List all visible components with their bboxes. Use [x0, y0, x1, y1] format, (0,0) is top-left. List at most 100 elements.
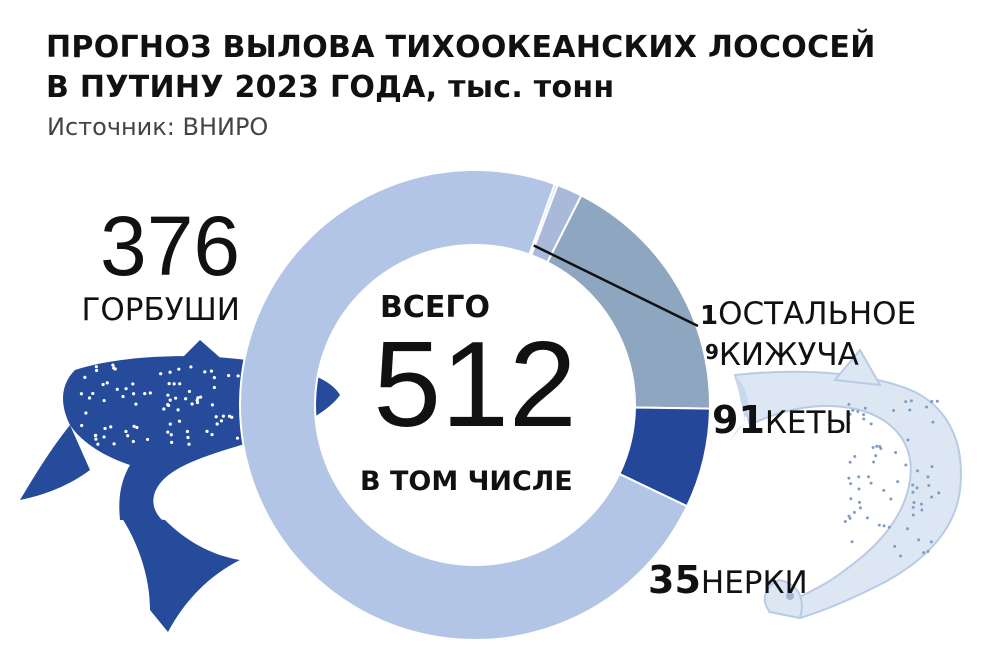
fish-spot: [172, 382, 176, 386]
fish-spot: [878, 444, 882, 448]
fish-spot: [915, 486, 919, 490]
fish-spot: [124, 429, 128, 434]
fish-spot: [168, 370, 172, 374]
fish-spot: [853, 454, 857, 458]
fish-spot: [930, 495, 934, 499]
fish-spot: [887, 525, 891, 529]
fish-spot: [221, 414, 225, 418]
fish-spot: [917, 538, 921, 542]
fish-spot: [134, 402, 138, 406]
fish-spot: [189, 365, 193, 369]
fish-spot: [847, 514, 851, 518]
fish-spot: [911, 513, 915, 517]
fish-spot: [227, 414, 232, 418]
fish-spot: [111, 363, 115, 367]
fish-spot: [937, 491, 941, 495]
fish-spot: [930, 400, 934, 404]
fish-spot: [912, 500, 916, 504]
fish-spot: [203, 370, 207, 374]
fish-spot: [79, 392, 84, 396]
fish-spot: [212, 385, 216, 390]
fish-spot: [84, 411, 88, 415]
fish-spot: [210, 403, 215, 407]
fish-spot: [168, 422, 172, 426]
fish-spot: [162, 407, 166, 411]
fish-spot: [126, 434, 130, 438]
fish-spot: [212, 376, 216, 380]
slice-gorbusha: [239, 169, 689, 641]
fish-spot: [169, 433, 173, 437]
fish-spot: [904, 400, 908, 404]
fish-spot: [894, 450, 898, 454]
fish-spot: [176, 408, 180, 412]
fish-spot: [102, 435, 106, 439]
fish-spot: [869, 422, 873, 426]
fish-spot: [925, 405, 929, 409]
fish-spot: [862, 417, 866, 421]
nerka-value: 35: [648, 558, 701, 602]
fish-spot: [849, 497, 853, 501]
fish-spot: [882, 488, 886, 492]
fish-spot: [889, 497, 893, 501]
fish-spot: [168, 398, 172, 402]
gorbusha-value: 376: [100, 199, 241, 293]
fish-spot: [856, 409, 860, 413]
fish-spot: [893, 544, 897, 548]
fish-spot: [205, 429, 209, 433]
fish-spot: [909, 399, 913, 403]
fish-spot: [166, 393, 170, 397]
fish-spot: [112, 442, 116, 446]
fish-spot: [121, 394, 125, 399]
fish-spot: [865, 516, 869, 520]
fish-spot: [167, 382, 171, 386]
fish-spot: [227, 373, 231, 378]
fish-spot: [872, 460, 876, 464]
kizhuch-name: КИЖУЧА: [718, 337, 859, 373]
fish-spot: [103, 426, 107, 431]
fish-spot: [848, 516, 852, 520]
breakdown-caption: В ТОМ ЧИСЛЕ: [360, 466, 573, 497]
fish-spot: [135, 425, 139, 430]
fish-spot: [132, 424, 136, 428]
fish-spot: [920, 508, 924, 512]
fish-spot: [869, 481, 873, 485]
fish-spot: [143, 391, 147, 396]
fish-spot: [926, 549, 930, 553]
fish-spot: [177, 419, 182, 423]
fish-spot: [911, 490, 915, 494]
fish-spot: [926, 475, 930, 479]
fish-spot: [871, 446, 875, 450]
fish-spot: [896, 480, 900, 484]
fish-spot: [210, 432, 214, 437]
title-line-1: ПРОГНОЗ ВЫЛОВА ТИХООКЕАНСКИХ ЛОСОСЕЙ: [46, 30, 876, 65]
fish-spot: [899, 554, 903, 558]
fish-spot: [101, 382, 105, 387]
donut-slices: [239, 169, 711, 641]
fish-spot: [848, 412, 852, 416]
fish-spot: [131, 382, 135, 386]
fish-spot: [195, 400, 200, 405]
fish-spot: [911, 483, 915, 487]
fish-spot: [196, 396, 200, 400]
fish-spot: [178, 382, 182, 386]
fish-spot: [186, 435, 190, 440]
fish-spot: [131, 439, 135, 444]
fish-spot: [867, 475, 871, 479]
fish-spot: [198, 395, 203, 399]
kizhuch-data-label: 9КИЖУЧА: [705, 337, 859, 373]
total-value: 512: [373, 316, 577, 452]
fish-spot: [874, 454, 878, 458]
fish-spot: [94, 368, 99, 373]
fish-spot: [96, 442, 100, 446]
fish-spot: [219, 419, 224, 423]
fish-spot: [91, 391, 95, 396]
fish-spot: [170, 440, 174, 444]
fish-spot: [112, 366, 116, 370]
fish-spot: [862, 413, 866, 417]
nerka-name: НЕРКИ: [700, 565, 808, 601]
fish-spot: [236, 374, 240, 378]
fish-spot: [877, 523, 881, 527]
fish-spot: [935, 399, 939, 403]
gorbusha-label: ГОРБУШИ: [81, 292, 241, 328]
